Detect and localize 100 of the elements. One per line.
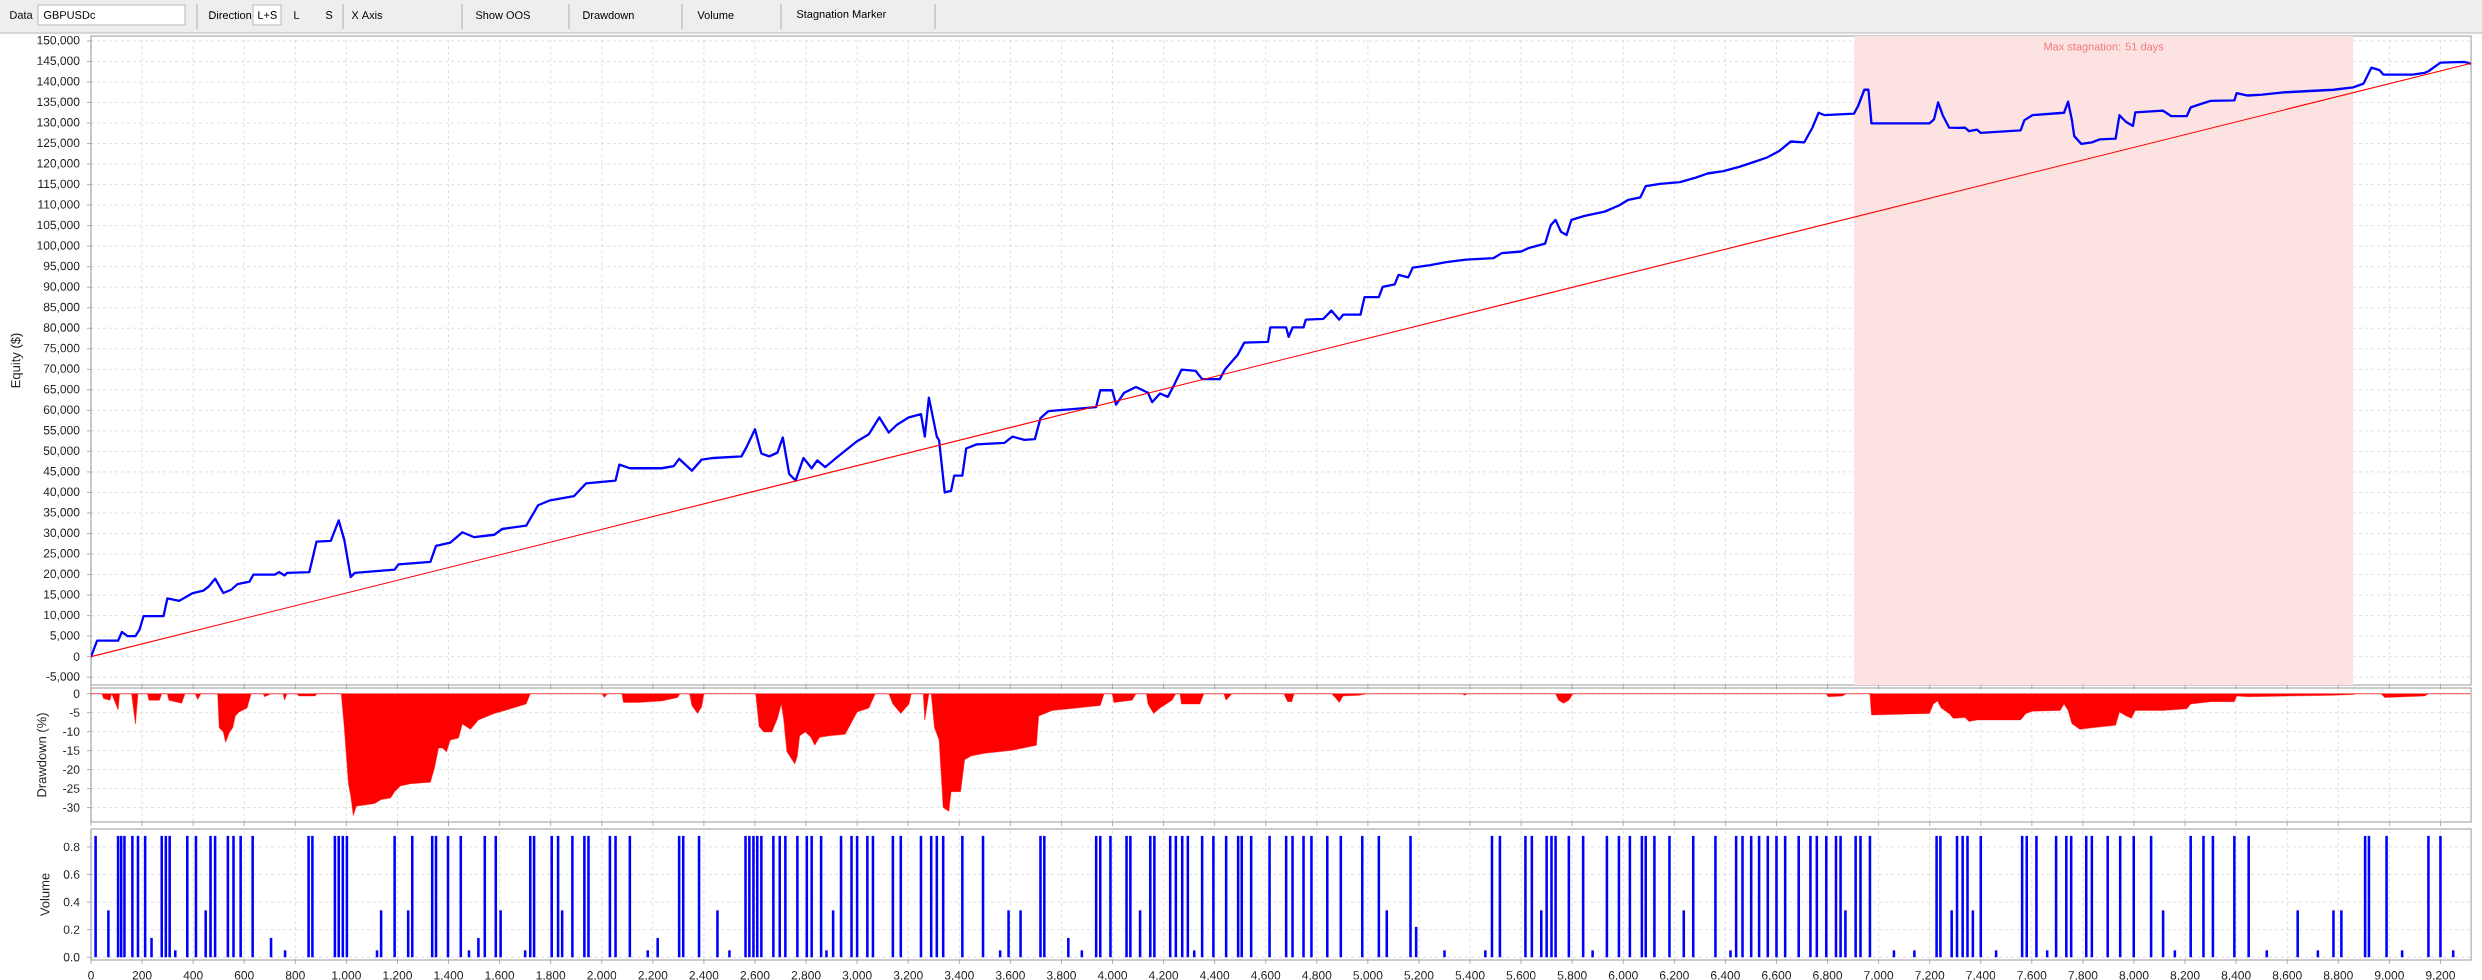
bar: [1153, 835, 1156, 958]
bar: [1129, 835, 1132, 958]
bar: [850, 835, 853, 958]
bar: [1935, 835, 1938, 958]
x-tick-label: 800: [285, 971, 305, 980]
x-tick-label: 1,600: [485, 971, 515, 980]
text: GBPUSDc: [43, 11, 96, 19]
bar: [1443, 950, 1446, 958]
y-tick-label: 0.4: [63, 897, 80, 907]
y-tick-label: 110,000: [38, 200, 80, 211]
text: L: [294, 11, 300, 19]
y-tick-label: 125,000: [37, 138, 80, 149]
x-tick-label: 1,000: [332, 971, 361, 980]
x-tick-label: 600: [234, 971, 254, 980]
bar: [1268, 835, 1271, 958]
bar: [583, 835, 586, 958]
bar: [2189, 835, 2192, 958]
y-tick-label: 115,000: [38, 179, 80, 190]
x-tick-label: 0: [88, 971, 94, 980]
bar: [251, 835, 254, 958]
bar: [1714, 835, 1717, 958]
bar: [168, 835, 171, 958]
bar: [656, 937, 659, 958]
bar: [477, 937, 480, 958]
y-tick-label: -30: [63, 803, 80, 812]
bar: [160, 835, 164, 958]
bar: [1310, 835, 1313, 958]
y-tick-label: 85,000: [43, 302, 80, 313]
y-tick-label: 80,000: [43, 323, 80, 334]
y-tick-label: 135,000: [37, 97, 80, 108]
bar: [1291, 835, 1294, 958]
bar: [2106, 835, 2109, 958]
bar: [1109, 835, 1112, 958]
bar: [2332, 910, 2335, 958]
x-tick-label: 1,800: [536, 971, 566, 980]
bar: [1913, 950, 1916, 958]
y-tick-label: -10: [63, 727, 80, 736]
x-tick-label: 1,400: [434, 971, 464, 980]
bar: [209, 835, 212, 958]
x-tick-label: 7,200: [1915, 971, 1945, 980]
bar: [1302, 835, 1305, 958]
x-tick-label: 6,400: [1710, 971, 1740, 980]
x-tick-label: 200: [132, 971, 152, 980]
bar: [204, 910, 207, 958]
x-tick-label: 400: [183, 971, 203, 980]
bar: [1950, 910, 1953, 958]
bar: [1192, 950, 1196, 958]
bar: [2065, 835, 2068, 958]
bar: [2439, 835, 2442, 958]
bar: [1729, 950, 1732, 958]
x-tick-label: 7,400: [1966, 971, 1996, 980]
bar: [1839, 835, 1842, 958]
x-tick-label: 2,600: [740, 971, 770, 980]
x-tick-label: 3,000: [842, 971, 872, 980]
bar: [778, 835, 782, 958]
x-tick-label: 2,200: [638, 971, 668, 980]
bar: [2132, 835, 2136, 958]
bar: [307, 835, 310, 958]
y-tick-label: 0: [73, 652, 80, 661]
text: Drawdown: [583, 10, 634, 20]
y-tick-label: 10,000: [44, 610, 80, 621]
bar: [2025, 835, 2029, 958]
bar: [174, 950, 177, 958]
x-tick-label: 5,400: [1455, 971, 1485, 980]
bar: [825, 950, 828, 958]
bar: [748, 835, 751, 958]
y-tick-label: 130,000: [37, 118, 80, 128]
bar: [337, 835, 340, 958]
bar: [1039, 835, 1042, 958]
y-tick-label: 55,000: [43, 425, 80, 436]
bar: [1007, 910, 1010, 958]
bar: [1741, 835, 1744, 958]
bar: [2247, 835, 2250, 958]
y-tick-label: 140,000: [37, 77, 80, 87]
text: Volume: [697, 10, 734, 20]
x-tick-label: 1,200: [383, 971, 412, 980]
bar: [2035, 835, 2038, 958]
bar: [784, 835, 787, 958]
bar: [1653, 835, 1656, 958]
bar: [131, 835, 134, 958]
bar: [1644, 835, 1647, 958]
x-tick-label: 8,800: [2323, 971, 2353, 980]
y-tick-label: 50,000: [43, 446, 80, 457]
bar: [772, 835, 775, 958]
x-tick-label: 6,000: [1608, 971, 1638, 980]
x-tick-label: 5,200: [1404, 971, 1434, 980]
text: Direction: [209, 10, 252, 20]
bar: [1854, 835, 1857, 958]
bar: [2233, 835, 2236, 958]
bar: [1545, 835, 1548, 958]
y-tick-label: 0.2: [63, 925, 80, 934]
bar: [2427, 835, 2430, 958]
x-tick-label: 8,200: [2170, 971, 2200, 980]
y-axis-title: Equity ($): [10, 333, 23, 388]
bar: [728, 950, 731, 958]
bar: [550, 835, 553, 958]
x-tick-label: 3,200: [893, 971, 923, 980]
y-tick-label: 150,000: [37, 35, 80, 46]
bar: [2084, 835, 2088, 958]
bar: [1212, 835, 1215, 958]
